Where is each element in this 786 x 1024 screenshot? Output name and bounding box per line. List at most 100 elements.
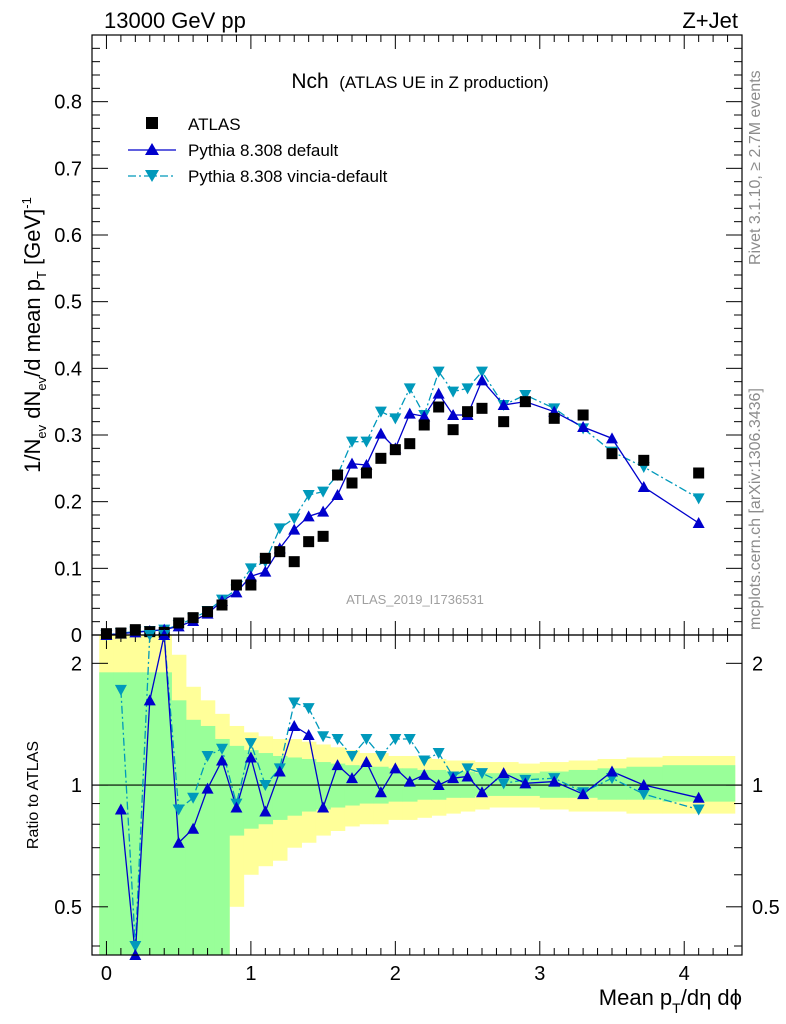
ratio-vincia-point [201,750,214,762]
default-point [606,432,618,444]
x-tick-label: 0 [101,963,112,985]
ratio-vincia-point [187,792,200,804]
band-green-bin [214,738,230,955]
ratio-vincia-point [172,804,185,816]
chart-title-group: Nch (ATLAS UE in Z production) [291,70,548,93]
ratio-vincia-point [692,804,705,816]
ratio-uncertainty-bands [99,635,736,955]
y-axis-title: 1/Nev dNev/d mean pT [GeV]-1 [19,197,49,473]
y-tick-label: 0.4 [54,358,82,380]
default-point [432,387,445,399]
y-tick-label: 0 [71,625,82,647]
atlas-data-point [187,612,199,624]
x-tick-label: 2 [390,963,401,985]
ratio-default-point [497,767,510,779]
atlas-data-point [346,477,358,489]
ratio-default-point [317,801,330,813]
ratio-default-point [114,803,127,815]
ratio-default-point [519,777,532,789]
ratio-vincia-point [244,738,257,750]
ratio-y-tick-label-left: 2 [71,653,82,675]
atlas-data-point [259,552,271,564]
ylabel-b: dN [20,391,45,425]
y-tick-label: 0.5 [54,292,82,314]
atlas-data-point [216,599,228,611]
ratio-vincia-point [403,733,416,745]
atlas-data-point [577,409,589,421]
vincia-point [288,513,301,525]
x-tick-label: 3 [534,963,545,985]
default-point [288,523,301,535]
y-tick-label: 0.3 [54,425,82,447]
y-tick-label: 0.1 [54,558,82,580]
ratio-default-point [476,786,488,798]
ylabel-d-sup: -1 [19,197,34,209]
atlas-data-point [498,416,510,428]
ratio-vincia-point [476,768,488,780]
default-point [447,409,460,420]
ratio-default-point [461,770,474,782]
atlas-data-point [447,424,459,436]
ratio-default-point [637,779,650,791]
ylabel-c-sub: T [34,271,49,279]
default-point [360,459,373,470]
x-tick-label: 1 [245,963,256,985]
vincia-point [447,386,460,398]
legend-label-atlas: ATLAS [188,115,241,134]
atlas-data-point [693,467,705,479]
atlas-data-point [404,438,416,450]
vincia-point [346,436,358,448]
ratio-default-point [331,759,344,771]
vincia-point [403,383,416,395]
ratio-vincia-point [288,697,301,709]
atlas-data-point [519,396,531,408]
mcplots-label: mcplots.cern.ch [arXiv:1306.3436] [747,388,764,630]
ratio-default-point [259,805,272,817]
atlas-data-point [433,401,445,413]
ratio-default-point [389,762,402,774]
ratio-default-point [172,836,185,848]
ylabel-d: [GeV] [20,209,45,271]
ratio-default-point [447,772,460,784]
ratio-y-tick-label-left: 0.5 [54,897,82,919]
ratio-default-point [374,786,387,798]
rivet-label: Rivet 3.1.10, ≥ 2.7M events [747,70,764,265]
atlas-data-point [638,454,650,466]
ratio-default-point [288,719,301,731]
y-tick-label: 0.6 [54,225,82,247]
xlabel-main: Mean p [599,985,672,1010]
ratio-default-point [230,801,243,813]
vincia-point [461,383,474,395]
y-tick-label: 0.2 [54,492,82,514]
band-green-bin [229,745,245,836]
atlas-data-point [418,419,430,431]
atlas-data-point [375,452,387,464]
vincia-point [389,413,402,425]
ratio-default-point [403,775,416,787]
ratio-default-point [577,788,590,800]
chart-title: Nch [291,70,328,93]
vincia-point [273,523,286,535]
ratio-y-tick-label-left: 1 [71,775,82,797]
header-left: 13000 GeV pp [104,8,246,33]
vincia-point [317,486,330,498]
atlas-data-point [288,556,300,568]
atlas-data-point [389,444,401,456]
default-point [476,374,488,386]
ratio-vincia-point [418,755,431,767]
ylabel-b-sub: ev [34,376,49,390]
atlas-data-point [360,467,372,479]
ratio-series [114,629,705,960]
ratio-vincia-point [114,684,127,696]
band-green-bin [200,725,216,955]
ratio-vincia-point [129,940,142,952]
atlas-data-point [115,627,127,639]
atlas-data-point [606,448,618,460]
ratio-vincia-point [346,750,358,762]
legend-label-vincia: Pythia 8.308 vincia-default [188,167,388,186]
y-tick-label: 0.8 [54,92,82,114]
vincia-point [374,406,387,418]
vincia-point [476,366,488,378]
legend-marker-default [145,143,159,155]
ratio-default-point [432,779,445,791]
